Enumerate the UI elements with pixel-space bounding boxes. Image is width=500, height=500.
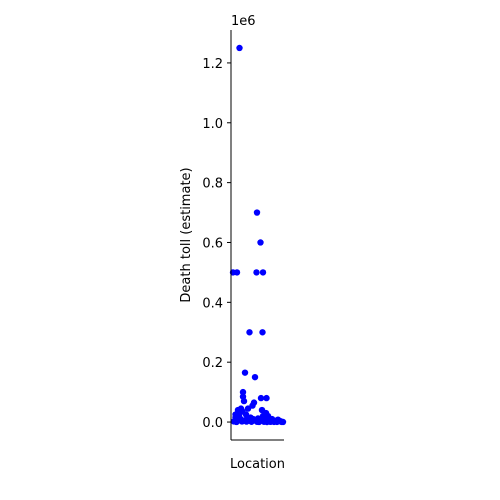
data-point — [244, 405, 252, 412]
data-point — [246, 329, 253, 336]
y-ticks: 0.0 0.2 0.4 0.6 0.8 1.0 1.2 — [202, 57, 231, 431]
y-tick-label: 0.4 — [202, 296, 223, 311]
data-point — [238, 418, 246, 425]
data-point — [239, 388, 247, 396]
data-point — [259, 269, 267, 276]
data-point — [279, 418, 287, 426]
y-offset-label: 1e6 — [231, 14, 256, 29]
y-tick-label: 0.6 — [202, 236, 223, 251]
data-point — [248, 418, 255, 425]
data-point — [241, 369, 249, 376]
data-point — [249, 402, 256, 409]
data-point — [233, 418, 240, 426]
y-tick-label: 1.0 — [202, 117, 223, 132]
data-point — [240, 397, 248, 405]
data-point — [253, 209, 261, 216]
data-point — [263, 394, 270, 402]
y-tick-label: 0.8 — [202, 177, 223, 192]
y-tick-label: 0.0 — [202, 416, 223, 431]
data-point — [233, 269, 241, 276]
data-point — [251, 373, 259, 381]
data-point — [259, 329, 266, 336]
data-point — [273, 418, 281, 426]
data-point — [243, 418, 250, 425]
y-axis-label: Death toll (estimate) — [179, 167, 194, 302]
points-layer — [229, 44, 287, 426]
data-point — [257, 394, 265, 402]
data-point — [253, 269, 260, 276]
y-tick-label: 0.2 — [202, 356, 223, 371]
y-tick-label: 1.2 — [202, 57, 223, 72]
data-point — [255, 418, 263, 426]
data-point — [257, 239, 264, 246]
data-point — [236, 44, 243, 52]
data-point — [263, 418, 271, 426]
x-axis-label: Location — [230, 457, 285, 472]
